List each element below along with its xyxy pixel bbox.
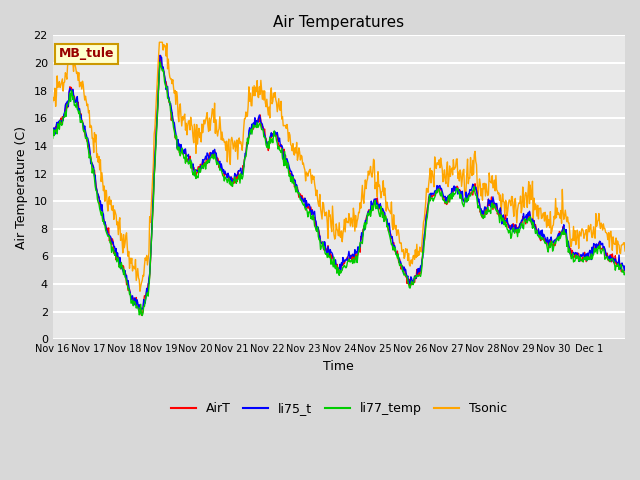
Y-axis label: Air Temperature (C): Air Temperature (C) <box>15 126 28 249</box>
Text: MB_tule: MB_tule <box>58 48 114 60</box>
Title: Air Temperatures: Air Temperatures <box>273 15 404 30</box>
X-axis label: Time: Time <box>323 360 354 373</box>
Legend: AirT, li75_t, li77_temp, Tsonic: AirT, li75_t, li77_temp, Tsonic <box>166 397 512 420</box>
